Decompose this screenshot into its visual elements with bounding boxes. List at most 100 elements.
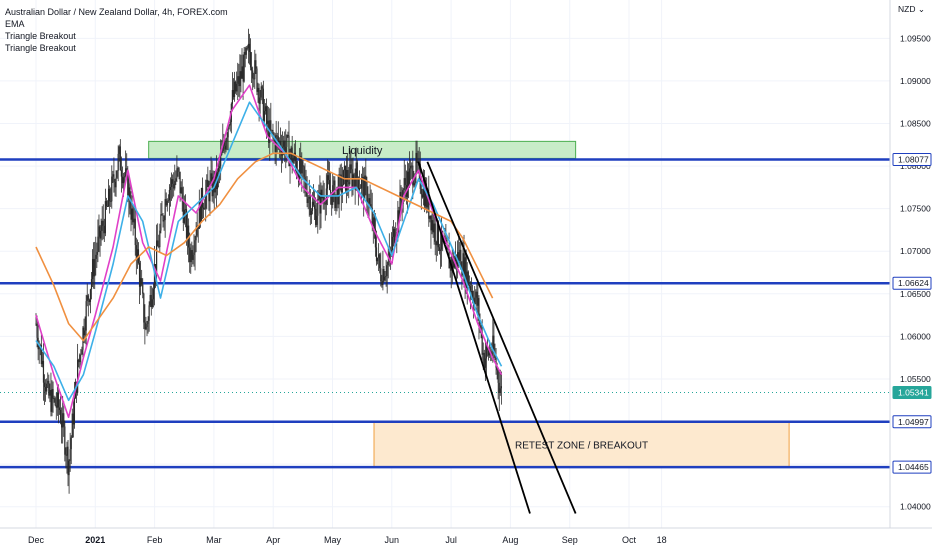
- candle-body: [307, 198, 309, 203]
- candle-body: [465, 257, 467, 289]
- candle-body: [370, 204, 372, 208]
- candle-body: [403, 178, 405, 191]
- levels-layer: [0, 158, 890, 469]
- candle-body: [160, 214, 162, 231]
- candle-body: [211, 173, 213, 197]
- price-tick-label: 1.08500: [900, 118, 931, 128]
- candle-body: [200, 188, 203, 223]
- candle-body: [130, 208, 132, 220]
- candle-body: [330, 189, 332, 193]
- ema-mid-line: [35, 101, 503, 402]
- time-tick-label: Jun: [385, 535, 400, 545]
- candle-body: [462, 253, 464, 275]
- candle-body: [249, 51, 252, 68]
- candle-body: [247, 43, 250, 49]
- candle-body: [143, 293, 145, 323]
- candle-body: [82, 327, 84, 350]
- indicator-triangle-breakout-label[interactable]: Triangle Breakout: [5, 31, 76, 41]
- candle-body: [346, 169, 348, 191]
- candle-body: [79, 354, 81, 363]
- candle-body: [77, 359, 79, 393]
- candle-body: [412, 165, 414, 186]
- candle-body: [173, 183, 175, 189]
- candle-body: [483, 352, 485, 368]
- candle-body: [136, 249, 139, 260]
- candle-body: [430, 215, 432, 231]
- candle-body: [102, 220, 104, 226]
- candle-body: [498, 382, 500, 393]
- candle-body: [493, 335, 495, 353]
- candle-body: [340, 174, 342, 193]
- candle-body: [460, 249, 462, 270]
- candle-body: [485, 346, 488, 359]
- zone-labels-layer: Liquidity RETEST ZONE / BREAKOUT: [342, 145, 648, 452]
- candle-body: [198, 201, 200, 229]
- candle-body: [261, 86, 263, 89]
- price-label-box: [892, 460, 932, 474]
- candle-body: [182, 201, 184, 223]
- candle-body: [133, 218, 135, 223]
- candle-body: [43, 382, 46, 388]
- candle-body: [306, 192, 308, 203]
- candle-body: [214, 170, 216, 193]
- price-axis[interactable]: 1.040001.045001.050001.055001.060001.065…: [892, 2, 932, 512]
- candle-body: [131, 208, 133, 220]
- candle-body: [159, 230, 161, 248]
- candle-body: [192, 254, 194, 260]
- candle-body: [280, 149, 283, 156]
- candle-body: [150, 294, 152, 308]
- candle-body: [165, 199, 167, 206]
- candle-body: [237, 76, 239, 84]
- indicator-ema-label[interactable]: EMA: [5, 19, 25, 29]
- candle-body: [271, 130, 273, 131]
- indicator-triangle-breakout-label-2[interactable]: Triangle Breakout: [5, 43, 76, 53]
- candle-body: [411, 165, 413, 167]
- candle-body: [464, 257, 466, 282]
- symbol-title[interactable]: Australian Dollar / New Zealand Dollar, …: [5, 7, 228, 17]
- candle-body: [482, 352, 484, 355]
- candle-body: [392, 228, 395, 237]
- candle-body: [420, 188, 422, 195]
- price-tick-label: 1.07500: [900, 204, 931, 214]
- candle-body: [151, 299, 153, 308]
- candle-body: [93, 259, 95, 277]
- candle-body: [469, 286, 472, 293]
- candle-body: [478, 298, 480, 321]
- candle-body: [64, 426, 66, 455]
- candle-body: [221, 150, 223, 155]
- candle-body: [352, 174, 354, 187]
- candle-body: [46, 383, 48, 392]
- candle-body: [355, 162, 357, 190]
- candle-body: [414, 175, 416, 183]
- candle-body: [320, 189, 322, 214]
- candle-body: [240, 71, 242, 79]
- price-label-box: [892, 386, 932, 400]
- candle-body: [177, 168, 179, 170]
- price-tick-label: 1.08000: [900, 161, 931, 171]
- candle-body: [408, 168, 411, 187]
- candle-body: [96, 251, 98, 255]
- candle-body: [487, 349, 490, 356]
- candle-body: [295, 161, 298, 173]
- candle-body: [326, 175, 329, 189]
- trend-line-2: [426, 161, 577, 514]
- price-tick-label: 1.06500: [900, 289, 931, 299]
- candle-body: [107, 188, 110, 207]
- trendline-layer: [417, 161, 577, 514]
- candle-body: [303, 166, 305, 177]
- retest-zone: [373, 421, 790, 468]
- candle-body: [73, 398, 76, 425]
- candle-body: [105, 201, 108, 207]
- candle-body: [362, 176, 364, 179]
- price-label-box: [892, 276, 932, 290]
- time-axis[interactable]: Dec 2021 Feb Mar Apr May Jun Jul Aug Sep Oct 18: [28, 535, 667, 545]
- candle-body: [185, 209, 188, 239]
- candle-body: [458, 252, 460, 261]
- candle-body: [71, 413, 73, 438]
- candle-body: [199, 201, 201, 223]
- candle-body: [328, 180, 331, 190]
- candle-body: [70, 437, 72, 450]
- candle-body: [86, 295, 88, 302]
- candle-body: [197, 225, 199, 229]
